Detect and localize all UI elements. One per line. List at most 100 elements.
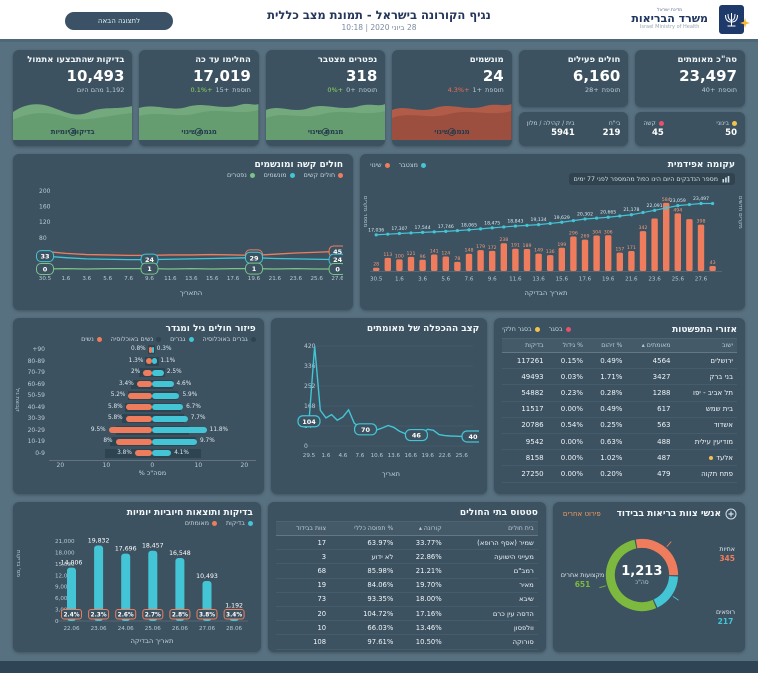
next-view-button[interactable]: לתצוגה הבאה (65, 12, 173, 30)
footer-bar (0, 661, 758, 673)
pyramid-row: 80-89 1.3% 1.1% (27, 356, 176, 366)
svg-text:191: 191 (511, 243, 520, 249)
svg-text:23.6: 23.6 (290, 276, 303, 282)
page-title-block: נגיף הקורונה בישראל - תמונת מצב כללית 28… (267, 8, 491, 32)
table-row: מאיר 19.70% 84.06% 19 (275, 578, 538, 593)
svg-text:336: 336 (304, 363, 316, 370)
svg-text:19.6: 19.6 (248, 276, 261, 282)
brand-state-label: מדינת ישראל (657, 7, 683, 13)
details-link[interactable]: פירוט אחרים (562, 510, 601, 518)
kpi-card-active: חולים פעילים 6,160 תוספת +28 (518, 50, 629, 107)
svg-text:0: 0 (335, 266, 340, 274)
svg-text:30.5: 30.5 (39, 276, 52, 282)
svg-text:19,832: 19,832 (88, 537, 110, 544)
svg-text:238: 238 (499, 237, 508, 243)
table-row: רמב"ם 21.21% 85.98% 68 (275, 563, 538, 579)
data-table: בית חולים קורונה ▴% תפוסה כללי צוות בבידוד… (275, 521, 538, 650)
column-header[interactable]: צוות בבידוד (275, 521, 331, 536)
svg-text:342: 342 (639, 225, 648, 231)
breakdown-item-severe: קשה 45 (643, 120, 664, 138)
pyramid-row: 70-79 2% 2.5% (27, 368, 182, 377)
svg-text:16,548: 16,548 (169, 550, 191, 557)
spread-table: ישוב מאומתים ▴% זיהום% גידול בדיקות ירושלים… (502, 338, 737, 483)
svg-text:269: 269 (581, 234, 590, 240)
svg-text:11.6: 11.6 (509, 277, 522, 283)
pyramid-row: 20-29 9.5% 11.8% (27, 425, 229, 435)
svg-text:18,475: 18,475 (484, 220, 500, 226)
table-row: וולפסון 13.46% 66.03% 10 (275, 620, 538, 636)
kpi-value: 24 (482, 66, 504, 85)
svg-text:5.6: 5.6 (103, 276, 112, 282)
svg-text:23.6: 23.6 (648, 277, 661, 283)
svg-text:3.8%: 3.8% (199, 613, 215, 619)
svg-text:121: 121 (407, 251, 416, 257)
severe-ventilated-card: חולים קשה ומונשמים חולים קשים מונשמים נפטר… (13, 154, 354, 310)
kpi-title: נפטרים מצטבר (317, 55, 378, 65)
svg-text:17,036: 17,036 (368, 227, 384, 233)
svg-text:1.6: 1.6 (322, 453, 331, 459)
delta-value: +40 (701, 85, 716, 94)
kpi-title: חולים פעילים (567, 55, 621, 65)
epi-legend: מצטבר שינוי (370, 162, 426, 169)
donut-label-nurses: אחיות 345 (719, 546, 735, 563)
svg-text:21,000: 21,000 (55, 539, 75, 545)
svg-text:16.6: 16.6 (405, 453, 418, 459)
svg-text:43: 43 (710, 260, 716, 266)
daily-tests-chart: 21,00018,00015,00012,0009,0006,0003,0000… (55, 537, 248, 645)
svg-text:420: 420 (304, 343, 316, 350)
kpi-card-confirmed: סה"כ מאומתים 23,497 תוספת +40 (635, 50, 745, 107)
kpi-card-confirmed-breakdown: בינוני 50 קשה 45 (635, 112, 745, 146)
svg-text:27.6: 27.6 (331, 276, 343, 282)
svg-text:172: 172 (488, 245, 497, 251)
column-header[interactable]: % תפוסה כללי (330, 521, 398, 536)
kpi-note: 1,192 מהם היום (76, 85, 125, 94)
star-icon (740, 13, 750, 32)
legend-item: מצטבר (399, 162, 426, 169)
svg-text:494: 494 (673, 207, 682, 213)
ministry-emblem-icon (719, 5, 744, 34)
top-header: מדינת ישראל משרד הבריאות Israel Ministry… (0, 0, 758, 42)
svg-text:10.6: 10.6 (371, 453, 384, 459)
column-header[interactable]: % גידול (547, 338, 588, 353)
svg-text:3.6: 3.6 (418, 277, 427, 283)
daily-tests-card: בדיקות ותוצאות חיוביות יומיות בדיקות מאומ… (13, 502, 261, 652)
svg-text:306: 306 (604, 229, 613, 235)
svg-text:20,665: 20,665 (600, 210, 616, 216)
svg-text:5.6: 5.6 (441, 277, 450, 283)
staff-donut-chart (599, 538, 679, 612)
delta-percent: +0.1% (190, 85, 213, 94)
svg-text:4.6: 4.6 (339, 453, 348, 459)
svg-text:0: 0 (55, 619, 59, 625)
page-datetime: 28 ביוני 2020 | 10:18 (341, 22, 417, 32)
brand-english-label: Israel Ministry of Health (639, 24, 700, 30)
svg-text:21.6: 21.6 (269, 276, 282, 282)
svg-text:1: 1 (252, 265, 257, 273)
svg-text:7.6: 7.6 (465, 277, 474, 283)
svg-text:13.6: 13.6 (388, 453, 401, 459)
delta-label: תוספת (601, 85, 621, 94)
svg-text:2.4%: 2.4% (63, 613, 79, 619)
svg-text:45: 45 (333, 248, 343, 256)
column-header[interactable]: % זיהום (587, 338, 627, 353)
kpi-title: סה"כ מאומתים (677, 55, 737, 65)
pyramid-rows: 90+ 0.8% 0.3% 80-89 1.3% 1.1% 70-79 2% 2.5% 60-69… (21, 345, 256, 458)
column-header[interactable]: קורונה ▴ (397, 521, 446, 536)
svg-text:25.06: 25.06 (145, 626, 161, 632)
page-title: נגיף הקורונה בישראל - תמונת מצב כללית (267, 7, 491, 22)
svg-text:40: 40 (469, 433, 479, 441)
column-header[interactable]: מאומתים ▴ (626, 338, 675, 353)
column-header[interactable]: בדיקות (502, 338, 548, 353)
table-row: אשדוד 563 0.25% 0.54% 20786 (502, 417, 737, 434)
table-title: סטטוס בתי החולים (459, 508, 538, 518)
data-table: ישוב מאומתים ▴% זיהום% גידול בדיקות ירושלים… (502, 338, 737, 483)
table-row: סורוקה 10.50% 97.61% 108 (275, 634, 538, 650)
donut-label-other: מקצועות אחרים 651 (560, 572, 605, 589)
doubling-rate-card: קצב ההכפלה של מאומתים 08416825233642029.… (270, 318, 488, 494)
hospitals-table: בית חולים קורונה ▴% תפוסה כללי צוות בבידוד… (275, 521, 538, 650)
column-header[interactable]: ישוב (674, 338, 737, 353)
svg-text:25.6: 25.6 (311, 276, 324, 282)
kpi-active-column: חולים פעילים 6,160 תוספת +28 בי"ח 219 בי… (518, 50, 629, 146)
svg-text:17.6: 17.6 (579, 277, 592, 283)
svg-text:18,000: 18,000 (55, 550, 75, 556)
column-header[interactable]: בית חולים (445, 521, 538, 536)
